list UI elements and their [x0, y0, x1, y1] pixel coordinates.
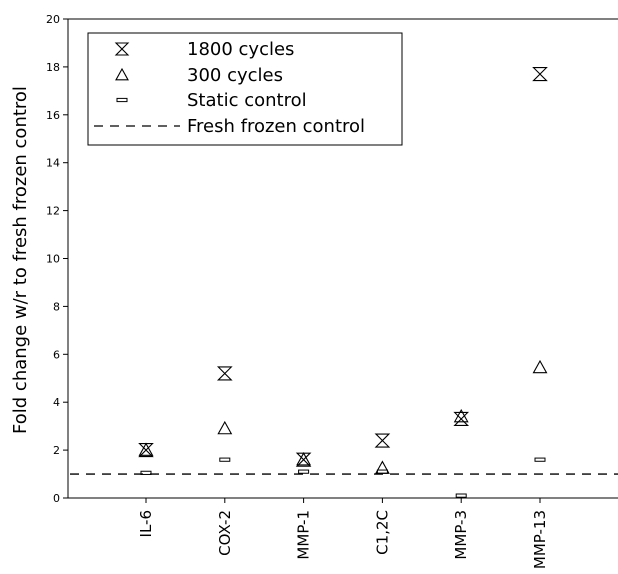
legend: 1800 cycles 300 cycles Static control Fresh… — [87, 32, 403, 146]
legend-box — [87, 32, 403, 146]
y-axis-label: Fold change w/r to fresh frozen control — [10, 86, 31, 434]
hourglass-marker — [295, 452, 312, 467]
y-tick-label: 16 — [46, 109, 60, 122]
legend-label: 300 cycles — [187, 65, 283, 86]
hourglass-marker — [138, 443, 154, 458]
bar-marker — [298, 469, 310, 474]
legend-label: 1800 cycles — [187, 39, 294, 60]
hourglass-marker — [532, 67, 548, 82]
triangle-marker — [453, 408, 469, 423]
y-tick-label: 12 — [46, 205, 60, 218]
y-tick-label: 8 — [53, 300, 60, 313]
triangle-marker — [296, 452, 312, 466]
legend-hourglass-icon — [114, 42, 130, 56]
y-tick-label: 14 — [46, 157, 60, 170]
y-tick-label: 6 — [53, 348, 60, 361]
x-tick-label: MMP-3 — [452, 510, 470, 560]
y-ticks: 0 2 4 6 8 10 12 14 16 18 20 — [46, 13, 68, 505]
hourglass-marker — [453, 411, 470, 427]
y-tick-label: 20 — [46, 13, 60, 26]
hourglass-marker — [216, 366, 233, 381]
bar-marker — [376, 469, 388, 474]
triangle-marker — [217, 420, 233, 435]
x-tick-label: IL-6 — [137, 510, 155, 537]
y-tick-label: 2 — [53, 444, 60, 457]
y-tick-label: 10 — [46, 253, 60, 266]
bar-marker — [534, 457, 546, 462]
x-tick-label: MMP-13 — [531, 510, 549, 569]
triangle-marker — [532, 359, 548, 374]
legend-bar-icon — [116, 97, 128, 103]
hourglass-marker — [374, 433, 391, 448]
legend-triangle-icon — [115, 67, 129, 81]
triangle-marker — [138, 442, 154, 456]
x-tick-labels: IL-6 COX-2 MMP-1 C1,2C MMP-3 MMP-13 — [137, 498, 549, 569]
data-points — [138, 67, 548, 498]
y-tick-label: 0 — [53, 492, 60, 505]
y-tick-label: 18 — [46, 61, 60, 74]
legend-label: Static control — [187, 90, 307, 111]
y-tick-label: 4 — [53, 396, 60, 409]
bar-marker — [219, 457, 231, 462]
x-tick-label: C1,2C — [373, 510, 391, 555]
x-tick-label: MMP-1 — [295, 510, 313, 560]
bar-marker — [455, 493, 467, 498]
bar-marker — [140, 470, 152, 475]
x-tick-label: COX-2 — [216, 510, 234, 556]
legend-label: Fresh frozen control — [187, 116, 365, 137]
